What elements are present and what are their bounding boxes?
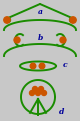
Circle shape xyxy=(36,91,40,95)
Circle shape xyxy=(42,91,46,95)
Circle shape xyxy=(32,87,38,91)
Text: c: c xyxy=(63,61,67,69)
Circle shape xyxy=(38,87,44,91)
Circle shape xyxy=(39,63,45,69)
Text: b: b xyxy=(37,34,43,42)
Circle shape xyxy=(14,37,20,43)
Circle shape xyxy=(30,63,36,69)
Circle shape xyxy=(60,37,66,43)
Circle shape xyxy=(4,17,10,23)
Text: a: a xyxy=(38,8,42,16)
Circle shape xyxy=(30,91,34,95)
Circle shape xyxy=(70,17,76,23)
Text: d: d xyxy=(59,108,65,116)
